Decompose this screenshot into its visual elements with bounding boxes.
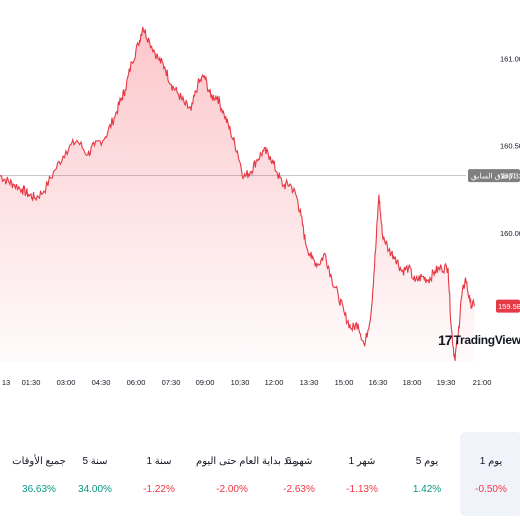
x-tick-label: 19:30 <box>437 378 456 387</box>
x-tick-label: 18:00 <box>403 378 422 387</box>
x-tick-label: 04:30 <box>92 378 111 387</box>
period-1-month[interactable]: 1 شهر -1.13% <box>331 432 393 516</box>
x-tick-label: 10:30 <box>231 378 250 387</box>
period-change: 34.00% <box>78 484 112 495</box>
period-label: جميع الأوقات <box>12 456 66 467</box>
tradingview-logo[interactable]: 17 TradingView <box>438 332 520 348</box>
x-tick-label: 06:00 <box>127 378 146 387</box>
y-tick-label: 161.000 <box>500 54 520 63</box>
x-tick-label: 16:30 <box>369 378 388 387</box>
period-1-year[interactable]: 1 سنة -1.22% <box>128 432 190 516</box>
period-label: 1 سنة <box>146 456 172 467</box>
last-price-badge: 159.580 <box>496 299 520 313</box>
period-label: 1 يوم <box>479 456 503 467</box>
period-all-time[interactable]: جميع الأوقات 36.63% <box>8 432 70 516</box>
x-tick-label: 21:00 <box>473 378 492 387</box>
tradingview-logo-icon: 17 <box>438 332 453 348</box>
period-5-days[interactable]: 5 يوم 1.42% <box>396 432 458 516</box>
period-label: منذ بداية العام حتى اليوم <box>196 456 298 467</box>
svg-text:160.328: 160.328 <box>500 171 520 180</box>
x-tick-label: 07:30 <box>162 378 181 387</box>
previous-close-badge: الإغلاق السابق 160.328 <box>468 169 520 183</box>
x-tick-label: 15:00 <box>335 378 354 387</box>
period-change: 36.63% <box>22 484 56 495</box>
x-tick-label: 12:00 <box>265 378 284 387</box>
period-change: -2.63% <box>283 484 315 495</box>
period-label: 1 شهر <box>348 456 376 467</box>
y-tick-label: 160.000 <box>500 229 520 238</box>
price-area-fill <box>0 27 475 362</box>
period-5-years[interactable]: 5 سنة 34.00% <box>64 432 126 516</box>
period-ytd[interactable]: منذ بداية العام حتى اليوم -2.00% <box>196 432 298 516</box>
period-label: 5 سنة <box>82 456 108 467</box>
period-change: 1.42% <box>412 484 442 495</box>
period-label: 5 يوم <box>415 456 439 467</box>
period-6-months[interactable]: 6 شهر -2.63% <box>268 432 330 516</box>
x-tick-label: 03:00 <box>57 378 76 387</box>
price-line <box>0 26 475 361</box>
svg-text:159.580: 159.580 <box>498 302 520 311</box>
period-label: 6 شهر <box>285 456 313 467</box>
x-tick-label: 13:30 <box>300 378 319 387</box>
svg-text:الإغلاق السابق: الإغلاق السابق <box>471 171 515 180</box>
x-tick-label: 01:30 <box>22 378 41 387</box>
x-tick-label: 09:00 <box>196 378 215 387</box>
period-selector: 1 يوم -0.50% 5 يوم 1.42% 1 شهر -1.13% 6 … <box>0 432 520 516</box>
price-chart[interactable]: 161.000 160.500 160.000 13 01:30 03:00 04:30 0… <box>0 0 520 400</box>
period-change: -1.13% <box>346 484 378 495</box>
tradingview-logo-text: TradingView <box>453 333 520 347</box>
period-change: -1.22% <box>143 484 175 495</box>
period-1-day[interactable]: 1 يوم -0.50% <box>460 432 520 516</box>
y-tick-label: 160.500 <box>500 142 520 151</box>
period-change: -0.50% <box>475 484 507 495</box>
period-change: -2.00% <box>216 484 248 495</box>
chart-canvas[interactable]: 161.000 160.500 160.000 13 01:30 03:00 04:30 0… <box>0 0 520 400</box>
x-tick-label: 13 <box>2 378 10 387</box>
